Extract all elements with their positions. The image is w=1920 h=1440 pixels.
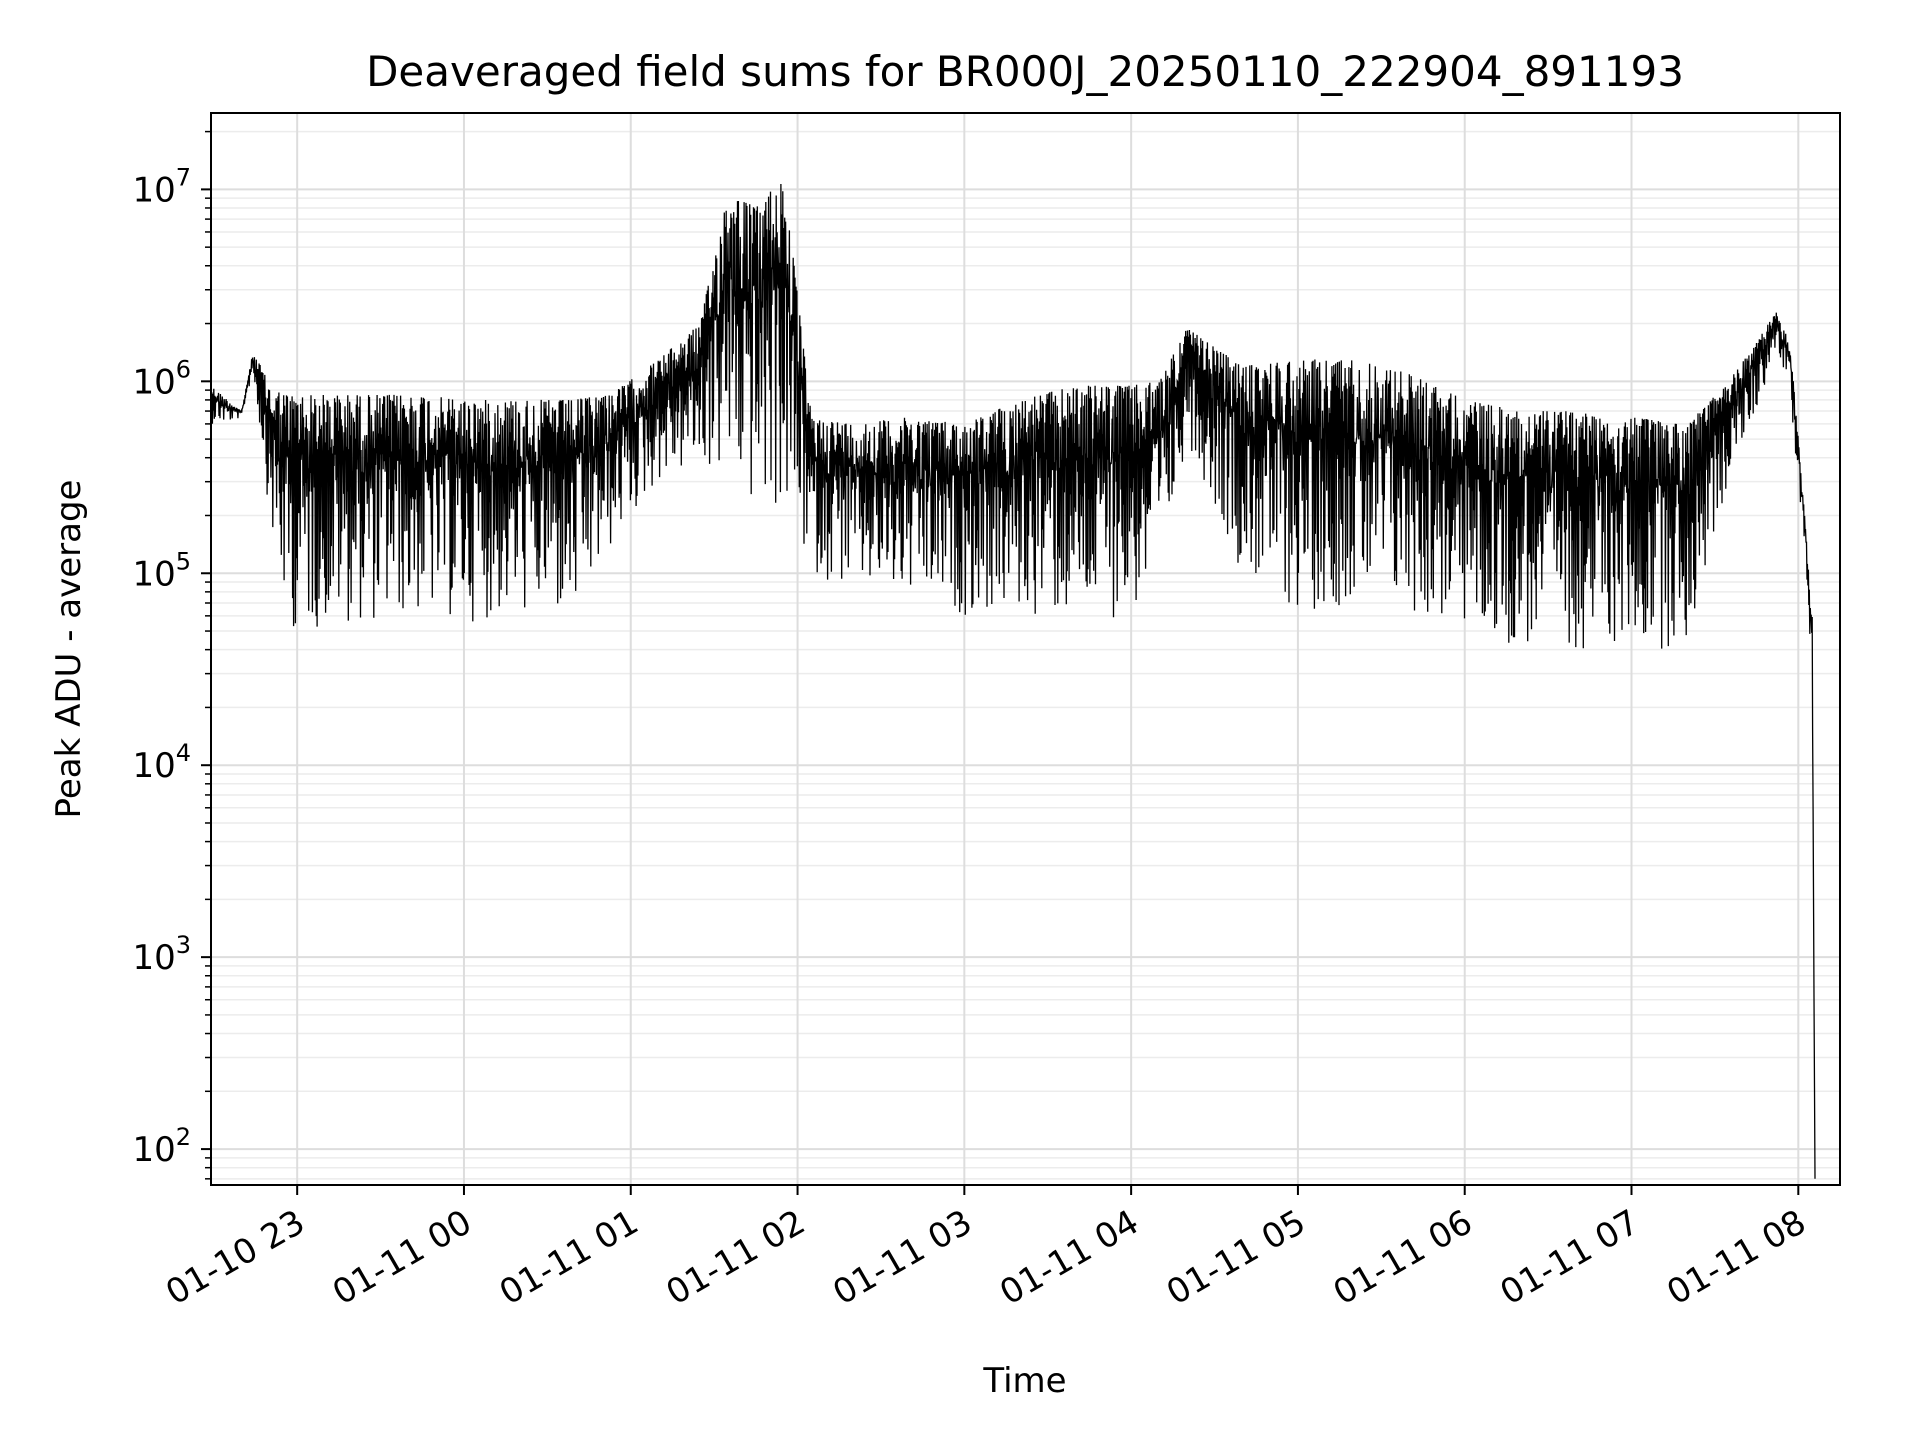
y-tick-label: 107 [132, 163, 191, 210]
y-axis-title: Peak ADU - average [49, 480, 89, 819]
y-tick-label: 105 [132, 547, 191, 594]
y-tick-label: 104 [132, 739, 191, 786]
x-axis-title: Time [982, 1361, 1066, 1401]
y-tick-label: 103 [132, 931, 191, 978]
y-axis-ticks: 102 103 104 105 106 107 [132, 130, 211, 1180]
data-series [210, 183, 1816, 1179]
chart-title: Deaveraged field sums for BR000J_2025011… [366, 47, 1684, 96]
y-tick-label: 102 [132, 1123, 191, 1170]
y-tick-label: 106 [132, 355, 191, 402]
series-line [210, 183, 1816, 1179]
